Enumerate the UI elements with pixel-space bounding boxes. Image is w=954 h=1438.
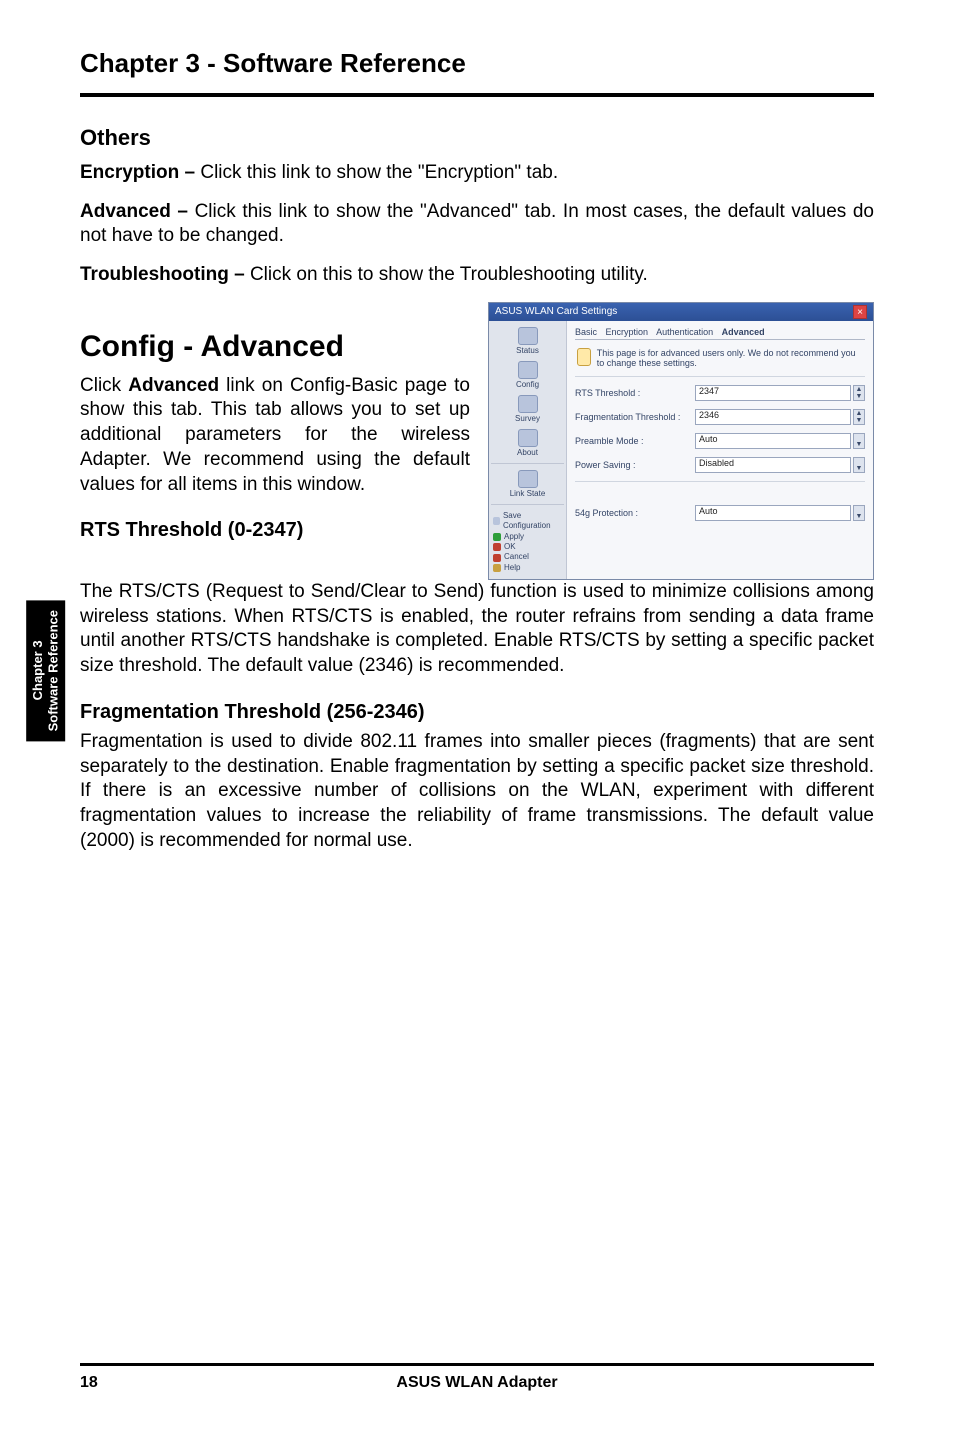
intro-pre: Click [80, 375, 128, 396]
ss-note: This page is for advanced users only. We… [575, 344, 865, 377]
config-advanced-heading: Config - Advanced [80, 330, 470, 364]
row-54g-label: 54g Protection : [575, 508, 695, 518]
row-preamble-label: Preamble Mode : [575, 436, 695, 446]
action-apply-label: Apply [504, 532, 524, 542]
row-54g: 54g Protection : Auto▼ [575, 505, 865, 521]
tab-authentication[interactable]: Authentication [656, 327, 713, 337]
tab-encryption[interactable]: Encryption [606, 327, 649, 337]
troubleshooting-text: Click on this to show the Troubleshootin… [250, 264, 648, 285]
sidebar-item-about[interactable]: About [491, 427, 564, 459]
footer-center: ASUS WLAN Adapter [80, 1374, 874, 1392]
row-power: Power Saving : Disabled▼ [575, 457, 865, 473]
tab-basic[interactable]: Basic [575, 327, 597, 337]
advanced-label: Advanced – [80, 201, 195, 222]
page-content: Chapter 3 - Software Reference Others En… [0, 0, 954, 853]
advanced-text: Click this link to show the "Advanced" t… [80, 201, 874, 247]
settings-screenshot: ASUS WLAN Card Settings × Status Config … [488, 302, 874, 580]
chapter-title: Chapter 3 - Software Reference [80, 48, 874, 97]
advanced-para: Advanced – Click this link to show the "… [80, 200, 874, 249]
config-icon [518, 361, 538, 379]
footer: 18 ASUS WLAN Adapter [80, 1363, 874, 1392]
row-frag: Fragmentation Threshold : 2346▲▼ [575, 409, 865, 425]
frag-heading: Fragmentation Threshold (256-2346) [80, 701, 874, 724]
row-rts: RTS Threshold : 2347▲▼ [575, 385, 865, 401]
sidebar-label-about: About [517, 448, 538, 457]
status-icon [518, 327, 538, 345]
linkstate-icon [518, 470, 538, 488]
action-ok[interactable]: OK [493, 542, 562, 552]
sidebar-item-linkstate[interactable]: Link State [491, 468, 564, 500]
config-advanced-block: Config - Advanced Click Advanced link on… [80, 302, 874, 580]
encryption-label: Encryption – [80, 162, 200, 183]
ss-actions: Save Configuration Apply OK Cancel Help [491, 509, 564, 575]
preamble-drop[interactable]: ▼ [853, 433, 865, 449]
power-drop[interactable]: ▼ [853, 457, 865, 473]
encryption-text: Click this link to show the "Encryption"… [200, 162, 558, 183]
ss-main: Basic Encryption Authentication Advanced… [567, 321, 873, 579]
row-frag-label: Fragmentation Threshold : [575, 412, 695, 422]
action-ok-label: OK [504, 542, 516, 552]
frag-input[interactable]: 2346 [695, 409, 851, 425]
ss-tabs: Basic Encryption Authentication Advanced [575, 327, 865, 340]
action-help[interactable]: Help [493, 563, 562, 573]
ss-title: ASUS WLAN Card Settings [495, 306, 617, 317]
about-icon [518, 429, 538, 447]
survey-icon [518, 395, 538, 413]
frag-spinner[interactable]: ▲▼ [853, 409, 865, 425]
rts-heading: RTS Threshold (0-2347) [80, 519, 470, 542]
ss-note-text: This page is for advanced users only. We… [597, 348, 863, 368]
tab-advanced[interactable]: Advanced [722, 327, 765, 337]
action-cancel[interactable]: Cancel [493, 552, 562, 562]
action-help-label: Help [504, 563, 520, 573]
frag-text: Fragmentation is used to divide 802.11 f… [80, 730, 874, 853]
action-save-label: Save Configuration [503, 511, 562, 532]
preamble-select[interactable]: Auto [695, 433, 851, 449]
action-cancel-label: Cancel [504, 552, 529, 562]
troubleshooting-para: Troubleshooting – Click on this to show … [80, 263, 874, 288]
power-select[interactable]: Disabled [695, 457, 851, 473]
ss-sidebar: Status Config Survey About Link State Sa… [489, 321, 567, 579]
action-save[interactable]: Save Configuration [493, 511, 562, 532]
sidebar-label-survey: Survey [515, 414, 540, 423]
rts-text: The RTS/CTS (Request to Send/Clear to Se… [80, 580, 874, 679]
warning-icon [577, 348, 591, 366]
g54-select[interactable]: Auto [695, 505, 851, 521]
row-preamble: Preamble Mode : Auto▼ [575, 433, 865, 449]
g54-drop[interactable]: ▼ [853, 505, 865, 521]
row-power-label: Power Saving : [575, 460, 695, 470]
encryption-para: Encryption – Click this link to show the… [80, 161, 874, 186]
others-heading: Others [80, 125, 874, 151]
sidebar-item-status[interactable]: Status [491, 325, 564, 357]
row-rts-label: RTS Threshold : [575, 388, 695, 398]
sidebar-label-linkstate: Link State [510, 489, 546, 498]
sidebar-label-status: Status [516, 346, 539, 355]
rts-input[interactable]: 2347 [695, 385, 851, 401]
close-icon[interactable]: × [853, 305, 867, 319]
troubleshooting-label: Troubleshooting – [80, 264, 250, 285]
sidebar-item-survey[interactable]: Survey [491, 393, 564, 425]
sidebar-item-config[interactable]: Config [491, 359, 564, 391]
action-apply[interactable]: Apply [493, 532, 562, 542]
sidebar-label-config: Config [516, 380, 539, 389]
config-advanced-intro: Click Advanced link on Config-Basic page… [80, 374, 470, 497]
intro-bold: Advanced [128, 375, 219, 396]
ss-titlebar: ASUS WLAN Card Settings × [489, 303, 873, 321]
rts-spinner[interactable]: ▲▼ [853, 385, 865, 401]
